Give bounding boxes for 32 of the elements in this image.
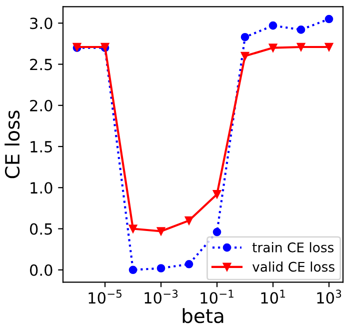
y-tick-label: 2.0 [30,100,52,112]
legend-label: train CE loss [252,242,334,252]
y-tick-label: 3.0 [30,18,52,30]
point [324,14,334,24]
point [212,228,222,236]
y-tick-label: 1.5 [30,141,52,153]
point [156,264,166,272]
y-tick-label: 0.5 [30,223,52,235]
point [240,52,250,60]
point [268,21,278,30]
point [184,260,194,268]
x-tick-label: 10$^{−3}$ [144,290,178,304]
point [296,42,306,52]
point [156,227,166,236]
point [296,26,306,34]
y-tick-label: 1.0 [30,182,52,194]
point [240,32,250,42]
point [184,216,194,225]
point [324,42,334,52]
legend-label: valid CE loss [252,262,334,272]
point [212,190,222,198]
y-tick-label: 2.5 [30,58,52,70]
point [268,44,278,52]
x-tick-label: 10$^{−5}$ [88,290,122,304]
x-tick-label: 10$^{3}$ [317,290,342,304]
point [128,224,138,233]
x-axis-title: beta [182,308,224,324]
y-axis-title: CE loss [4,110,20,178]
x-tick-label: 10$^{−1}$ [200,290,234,304]
y-tick-label: 0.0 [30,264,52,276]
x-tick-label: 10$^{1}$ [261,290,285,304]
point [128,266,138,274]
